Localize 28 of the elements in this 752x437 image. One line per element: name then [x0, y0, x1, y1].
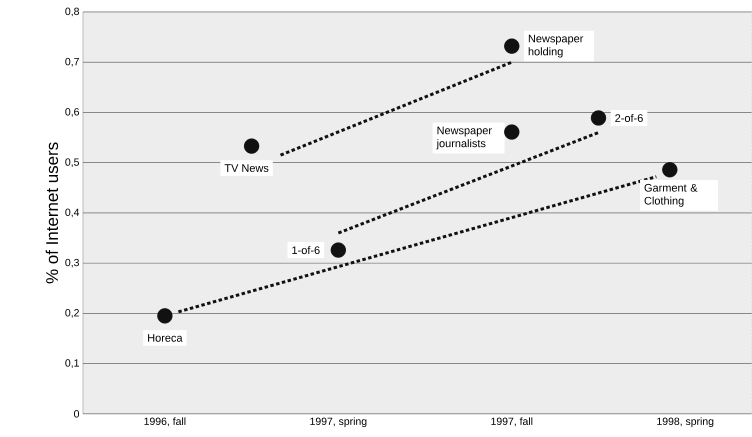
point [504, 124, 520, 140]
y-tick-label: 0,5 [65, 158, 80, 168]
annotation: Horeca [148, 334, 183, 342]
x-tick-label: 1998, spring [657, 417, 714, 428]
point [157, 308, 173, 324]
point [504, 38, 520, 54]
annotation: TV News [224, 164, 268, 172]
x-tick-label: 1997, spring [310, 417, 366, 428]
point [662, 162, 678, 178]
point [590, 110, 606, 126]
annotation: Newspaper journalists [436, 126, 492, 150]
annotation: 2-of-6 [615, 114, 643, 122]
y-tick-label: 0,7 [65, 58, 79, 67]
y-tick-label: 0,3 [65, 258, 79, 268]
y-tick-label: 0 [74, 410, 80, 418]
x-tick-label: 1996, fall [144, 417, 186, 426]
point [244, 138, 260, 154]
annotation: 1-of-6 [292, 246, 320, 254]
y-axis-title: % of Internet users [46, 142, 58, 284]
y-tick-label: 0,1 [65, 359, 79, 368]
point [330, 242, 346, 258]
y-tick-label: 0,2 [65, 309, 79, 318]
annotation: Newspaper holding [528, 34, 584, 58]
y-tick-label: 0,6 [65, 108, 79, 117]
y-tick-label: 0,4 [65, 208, 80, 218]
annotation: Garment & Clothing [644, 184, 698, 207]
x-tick-label: 1997, fall [491, 417, 532, 426]
y-tick-label: 0,8 [65, 8, 79, 16]
